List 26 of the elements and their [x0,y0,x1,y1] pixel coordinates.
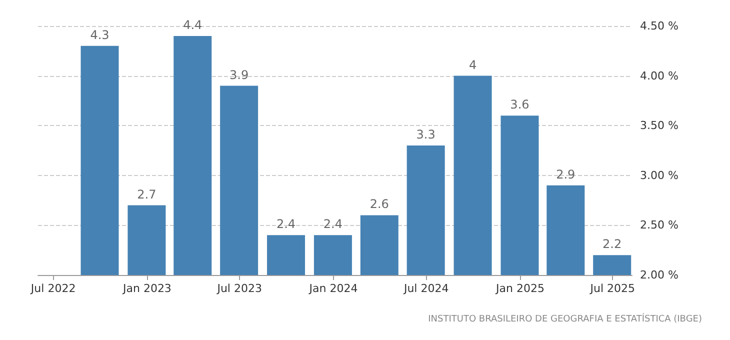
x-tick-label: Jul 2024 [402,282,449,295]
data-label: 2.6 [370,197,389,212]
data-label: 2.7 [137,187,156,202]
data-label: 2.2 [602,237,622,252]
data-label: 4.4 [183,18,202,32]
data-label: 3.9 [230,68,249,82]
y-tick-label: 2.00 % [640,268,678,282]
data-label: 2.9 [556,167,576,182]
data-label: 2.4 [323,217,343,232]
x-tick-label: Jan 2025 [495,282,544,295]
y-tick-label: 3.00 % [640,168,678,182]
text: INSTITUTO BRASILEIRO DE GEOGRAFIA E ESTATÍSTICA (IBGE) [428,312,702,324]
y-tick-label: 3.50 % [640,119,678,132]
x-tick-label: Jan 2023 [122,282,172,295]
data-label: 3.3 [416,128,436,142]
x-tick-label: Jan 2024 [308,282,358,295]
x-tick-label: Jul 2022 [30,282,76,295]
data-label: 4 [468,58,477,72]
x-tick-label: Jul 2025 [589,282,635,295]
y-tick-label: 4.00 % [640,69,678,82]
data-label: 2.4 [276,217,296,232]
x-tick-label: Jul 2023 [216,282,262,295]
data-label: 3.6 [510,98,530,112]
y-tick-label: 4.50 % [640,20,678,32]
data-label: 4.3 [90,28,110,42]
y-tick-label: 2.50 % [640,218,678,232]
